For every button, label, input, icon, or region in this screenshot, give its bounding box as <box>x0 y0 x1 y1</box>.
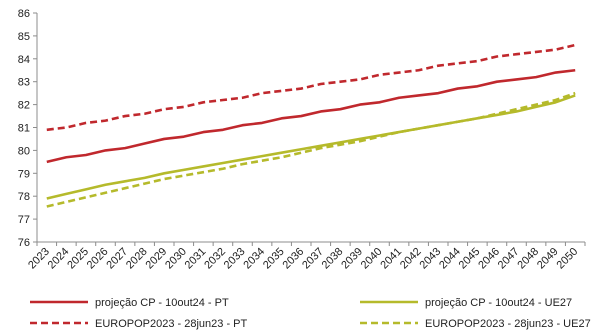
y-tick-label: 84 <box>18 54 30 66</box>
legend-label-2: projeção CP - 10out24 - UE27 <box>425 297 572 309</box>
x-tick-label: 2042 <box>398 246 424 272</box>
x-tick-label: 2041 <box>378 246 404 272</box>
x-tick-label: 2043 <box>418 246 444 272</box>
series-line-3 <box>46 43 576 132</box>
legend-label-4: EUROPOP2023 - 28jun23 - UE27 <box>425 318 591 330</box>
x-tick-label: 2027 <box>104 246 130 272</box>
x-tick-label: 2049 <box>535 246 561 272</box>
x-tick-label: 2024 <box>46 246 72 272</box>
series-line-4 <box>46 91 576 208</box>
y-tick-label: 77 <box>18 214 30 226</box>
y-axis: 76 77 78 79 80 81 82 83 84 85 86 <box>18 8 38 249</box>
y-tick-label: 76 <box>18 237 30 249</box>
x-tick-label: 2044 <box>437 246 463 272</box>
legend: projeção CP - 10out24 - PT projeção CP - … <box>30 297 591 330</box>
x-tick-label: 2030 <box>163 246 189 272</box>
x-tick-label: 2032 <box>202 246 228 272</box>
legend-label-1: projeção CP - 10out24 - PT <box>95 297 229 309</box>
x-tick-label: 2046 <box>476 246 502 272</box>
x-tick-label: 2036 <box>281 246 307 272</box>
x-tick-label: 2039 <box>339 246 365 272</box>
series-line-1 <box>46 68 576 164</box>
y-tick-label: 81 <box>18 123 30 135</box>
series-line-2 <box>46 94 576 200</box>
x-tick-label: 2037 <box>300 246 326 272</box>
x-tick-label: 2029 <box>144 246 170 272</box>
x-tick-label: 2034 <box>241 246 267 272</box>
x-tick-label: 2033 <box>222 246 248 272</box>
legend-label-3: EUROPOP2023 - 28jun23 - PT <box>95 318 248 330</box>
x-tick-label: 2045 <box>457 246 483 272</box>
x-tick-label: 2031 <box>183 246 209 272</box>
x-tick-label: 2028 <box>124 246 150 272</box>
x-tick-label: 2025 <box>65 246 91 272</box>
x-tick-label: 2035 <box>261 246 287 272</box>
x-tick-label: 2047 <box>496 246 522 272</box>
y-tick-label: 85 <box>18 31 30 43</box>
y-tick-label: 78 <box>18 191 30 203</box>
x-axis: 2023202420252026202720282029203020312032… <box>26 241 586 272</box>
y-tick-label: 79 <box>18 168 30 180</box>
y-tick-label: 82 <box>18 100 30 112</box>
y-tick-label: 83 <box>18 77 30 89</box>
x-tick-label: 2040 <box>359 246 385 272</box>
series-lines <box>46 43 576 208</box>
x-tick-label: 2026 <box>85 246 111 272</box>
x-tick-label: 2050 <box>555 246 581 272</box>
y-tick-label: 86 <box>18 8 30 20</box>
y-tick-label: 80 <box>18 145 30 157</box>
x-tick-label: 2038 <box>320 246 346 272</box>
x-tick-label: 2023 <box>26 246 52 272</box>
x-tick-label: 2048 <box>515 246 541 272</box>
